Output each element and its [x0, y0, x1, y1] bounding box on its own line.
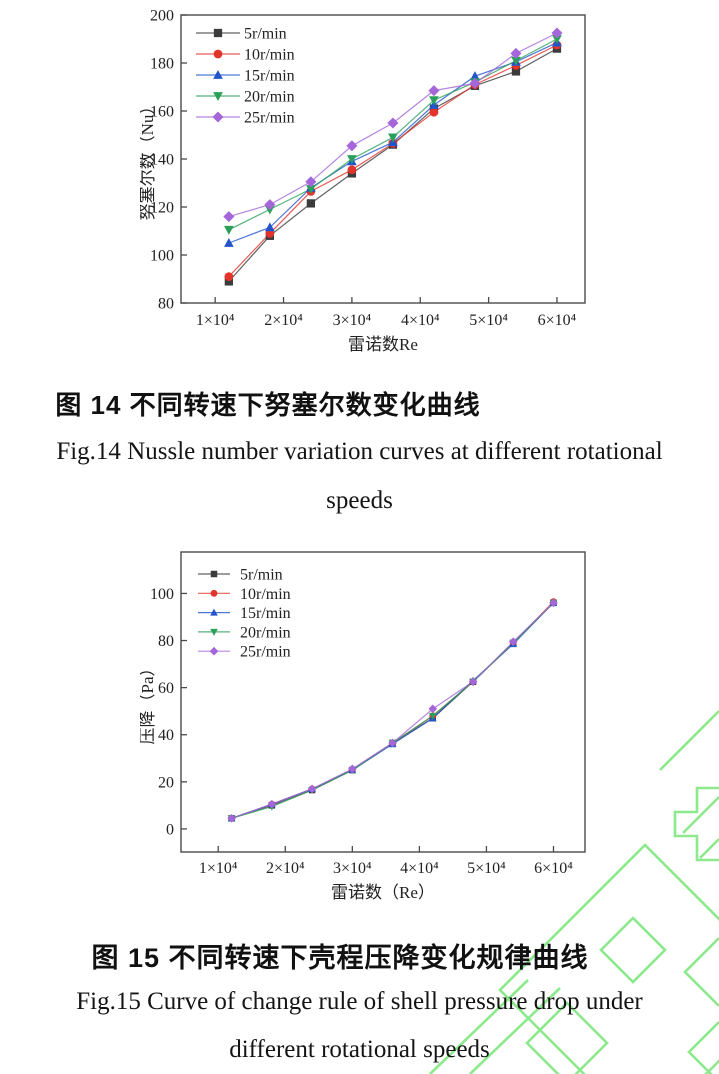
fig15-ylabel: 压降（Pa） — [140, 660, 157, 745]
svg-text:40: 40 — [158, 727, 174, 744]
svg-text:5r/min: 5r/min — [240, 567, 283, 584]
svg-text:25r/min: 25r/min — [244, 110, 295, 127]
fig14-legend: 5r/min 10r/min 15r/min 20r/min 25r/min — [196, 26, 295, 127]
svg-text:100: 100 — [150, 248, 174, 265]
svg-text:2×10⁴: 2×10⁴ — [266, 860, 305, 877]
svg-text:1×10⁴: 1×10⁴ — [199, 860, 238, 877]
fig15-xlabel: 雷诺数（Re） — [331, 883, 435, 902]
svg-text:10r/min: 10r/min — [244, 47, 295, 64]
figure15-caption-zh: 图 15 不同转速下壳程压降变化规律曲线 — [91, 943, 589, 973]
svg-text:15r/min: 15r/min — [240, 605, 291, 622]
svg-text:3×10⁴: 3×10⁴ — [333, 312, 372, 329]
svg-text:200: 200 — [150, 8, 174, 25]
svg-text:100: 100 — [150, 586, 174, 603]
svg-text:140: 140 — [150, 152, 174, 169]
fig14-xlabel: 雷诺数Re — [348, 335, 418, 354]
svg-text:0: 0 — [166, 821, 174, 838]
svg-text:80: 80 — [158, 296, 174, 313]
svg-text:60: 60 — [158, 680, 174, 697]
svg-text:20r/min: 20r/min — [244, 89, 295, 106]
figure14-caption-en-line2: speeds — [326, 487, 393, 514]
svg-text:160: 160 — [150, 104, 174, 121]
svg-text:20: 20 — [158, 774, 174, 791]
svg-text:4×10⁴: 4×10⁴ — [401, 312, 440, 329]
figure14-chart: 80 100 120 140 160 180 200 1×10⁴ 2×10⁴ 3×10⁴ 4×10⁴… — [140, 8, 586, 354]
svg-text:6×10⁴: 6×10⁴ — [534, 860, 573, 877]
svg-text:20r/min: 20r/min — [240, 624, 291, 641]
svg-text:25r/min: 25r/min — [240, 644, 291, 661]
figure14-caption-zh: 图 14 不同转速下努塞尔数变化曲线 — [55, 390, 481, 420]
fig14-ylabel: 努塞尔数（Nu） — [140, 98, 157, 221]
svg-text:5×10⁴: 5×10⁴ — [467, 860, 506, 877]
figure14-caption-en-line1: Fig.14 Nussle number variation curves at… — [56, 438, 663, 465]
fig15-legend: 5r/min 10r/min 15r/min 20r/min 25r/min — [198, 567, 291, 661]
fig15-series — [227, 598, 558, 823]
fig14-series — [223, 27, 563, 286]
svg-text:3×10⁴: 3×10⁴ — [333, 860, 372, 877]
figure15-caption-en-line2: different rotational speeds — [229, 1036, 490, 1063]
svg-text:180: 180 — [150, 56, 174, 73]
svg-text:4×10⁴: 4×10⁴ — [400, 860, 439, 877]
svg-text:1×10⁴: 1×10⁴ — [196, 312, 235, 329]
svg-text:2×10⁴: 2×10⁴ — [264, 312, 303, 329]
svg-text:80: 80 — [158, 633, 174, 650]
svg-text:120: 120 — [150, 200, 174, 217]
figure15-chart: 0 20 40 60 80 100 1×10⁴ 2×10⁴ 3×10⁴ 4×10⁴ 5×10⁴ 6×1… — [140, 551, 586, 902]
svg-text:6×10⁴: 6×10⁴ — [538, 312, 577, 329]
svg-text:5×10⁴: 5×10⁴ — [469, 312, 508, 329]
svg-text:15r/min: 15r/min — [244, 68, 295, 85]
fig14-plot: 80 100 120 140 160 180 200 1×10⁴ 2×10⁴ 3×10⁴ 4×10⁴… — [140, 8, 586, 354]
svg-text:10r/min: 10r/min — [240, 586, 291, 603]
figure15-caption-en-line1: Fig.15 Curve of change rule of shell pre… — [76, 988, 643, 1015]
svg-text:5r/min: 5r/min — [244, 26, 287, 43]
fig15-plot: 0 20 40 60 80 100 1×10⁴ 2×10⁴ 3×10⁴ 4×10⁴ 5×10⁴ 6×1… — [140, 551, 586, 902]
